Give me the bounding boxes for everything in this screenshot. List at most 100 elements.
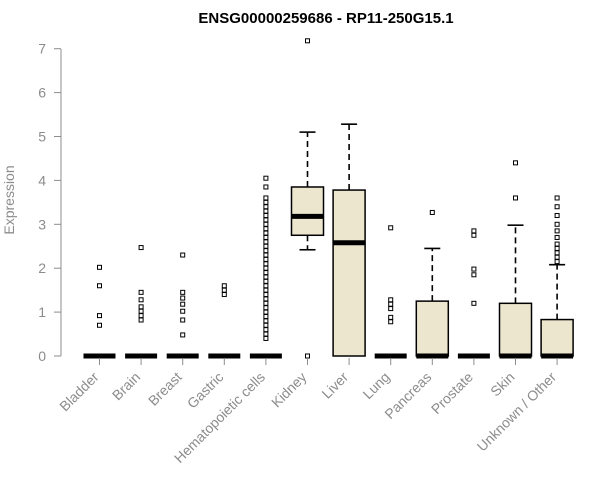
outlier-point [263,234,269,240]
y-tick-label: 5 [38,129,46,145]
outlier-point [554,241,560,247]
outlier-point [180,301,186,307]
chart-title: ENSG00000259686 - RP11-250G15.1 [198,10,453,27]
outlier-point [263,199,269,205]
y-tick-label: 3 [38,216,46,232]
box-2 [166,252,199,359]
outlier-point [554,204,560,210]
outlier-point [180,295,186,301]
outlier-point [97,264,102,270]
outlier-point [513,160,518,166]
x-tick-label: Unknown / Other [474,369,560,455]
y-tick-label: 2 [38,260,46,276]
outlier-point [471,300,477,306]
x-tick-label: Brain [109,369,143,403]
outlier-point [138,308,144,314]
box-10 [498,160,533,359]
outlier-point [138,313,144,319]
outlier-point [263,230,269,236]
outlier-point [263,175,269,181]
outlier-point [263,239,269,245]
box-iqr [290,186,325,237]
y-tick-label: 1 [38,304,46,320]
y-axis-label: Expression [1,165,17,234]
outlier-point [263,265,269,271]
outlier-point [305,38,310,44]
box-iqr [498,302,533,357]
x-tick-label: Skin [487,369,518,400]
outlier-point [180,317,186,323]
outlier-point [263,305,269,311]
box-11 [540,195,574,359]
box-0 [83,264,116,359]
outlier-point [554,221,560,227]
outlier-point [388,297,394,303]
outlier-point [263,221,269,227]
outlier-point [263,292,269,298]
outlier-point [263,300,269,306]
x-tick-label: Breast [145,369,185,409]
outlier-point [513,195,518,201]
outlier-point [263,184,269,190]
outlier-point [263,252,269,258]
y-axis-ticks: 0 1 2 3 4 5 6 7 [38,41,61,364]
outlier-point [263,217,269,223]
outlier-point [97,283,102,289]
outlier-point [263,318,269,324]
outlier-point [263,243,269,249]
box-4 [249,175,282,359]
outlier-point [180,332,186,338]
outlier-point [263,322,269,328]
box-iqr [332,189,366,357]
y-tick-label: 6 [38,85,46,101]
outlier-point [138,289,144,295]
y-tick-label: 7 [38,41,46,57]
outlier-point [97,313,102,319]
outlier-point [429,209,435,215]
x-tick-label: Liver [318,369,351,402]
x-tick-label: Kidney [268,369,310,411]
box-5 [290,38,325,359]
outlier-point [138,317,144,323]
outlier-point [388,314,394,320]
outlier-point [180,289,186,295]
box-6 [332,123,366,357]
x-tick-label: Bladder [56,369,102,415]
box-iqr [415,300,450,357]
outlier-point [263,296,269,302]
outlier-point [263,256,269,262]
outlier-point [263,283,269,289]
outlier-point [263,195,269,201]
outlier-point [263,309,269,315]
outlier-point [263,327,269,333]
box-8 [415,209,450,359]
x-tick-label: Prostate [428,369,476,417]
outlier-point [554,245,560,251]
outlier-point [554,234,560,240]
outlier-point [263,278,269,284]
box-9 [457,228,490,359]
outlier-point [471,228,477,234]
outlier-point [554,195,560,201]
outlier-point [388,306,394,312]
outlier-point [180,252,186,258]
outlier-point [263,226,269,232]
outlier-point [263,248,269,254]
outlier-point [263,204,269,210]
outlier-point [554,228,560,234]
outlier-point [471,232,477,238]
outlier-point [138,304,144,310]
box-series [83,38,574,359]
outlier-point [138,297,144,303]
outlier-point [471,272,477,278]
outlier-point [263,335,269,341]
box-iqr [540,318,574,357]
y-tick-label: 0 [38,348,46,364]
box-3 [208,283,241,359]
y-tick-label: 4 [38,172,46,188]
x-tick-label: Lung [359,369,392,402]
outlier-point [263,261,269,267]
outlier-point [97,322,102,328]
outlier-point [263,270,269,276]
